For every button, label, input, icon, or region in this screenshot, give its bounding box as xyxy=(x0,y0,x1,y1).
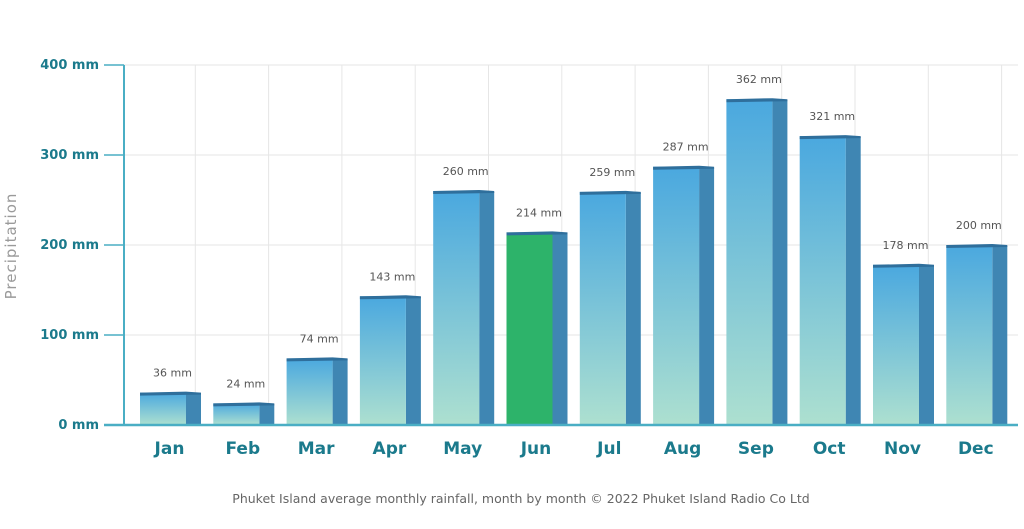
bar-top-cap xyxy=(873,263,934,268)
bar-side-face xyxy=(992,245,1008,425)
x-tick-oct: Oct xyxy=(813,439,846,459)
bars xyxy=(140,98,1008,425)
y-tick-label: 200 mm xyxy=(40,238,99,253)
bar-top-cap xyxy=(726,98,788,103)
y-tick-label: 400 mm xyxy=(40,58,99,73)
bar-front-face xyxy=(359,296,406,425)
x-tick-jun: Jun xyxy=(520,439,552,459)
x-tick-nov: Nov xyxy=(884,439,921,459)
data-label-nov: 178 mm xyxy=(883,239,929,252)
bar-side-face xyxy=(919,264,934,425)
data-label-jan: 36 mm xyxy=(153,367,192,380)
bar-side-face xyxy=(699,166,715,425)
bar-top-cap xyxy=(653,165,715,170)
bar-front-face xyxy=(433,191,480,425)
bar-side-face xyxy=(186,392,201,425)
bar-side-face xyxy=(772,99,788,425)
bar-top-cap xyxy=(506,231,568,236)
bar-jun xyxy=(506,231,568,425)
data-label-oct: 321 mm xyxy=(809,110,855,123)
data-label-jul: 259 mm xyxy=(589,166,635,179)
y-tick-label: 0 mm xyxy=(58,418,99,433)
x-tick-labels: Jan Feb Mar Apr May Jun Jul Aug Sep Oct Nov Dec xyxy=(154,439,994,459)
bar-nov xyxy=(873,263,934,425)
bar-dec xyxy=(946,244,1008,425)
bar-front-face xyxy=(140,392,186,425)
bar-front-face xyxy=(946,245,993,425)
bar-sep xyxy=(726,98,788,425)
x-tick-may: May xyxy=(443,439,482,459)
x-tick-aug: Aug xyxy=(664,439,701,459)
bar-aug xyxy=(653,165,715,425)
x-tick-jul: Jul xyxy=(596,439,621,459)
bar-side-face xyxy=(845,136,861,425)
bar-side-face xyxy=(625,191,641,425)
bar-top-cap xyxy=(433,190,495,194)
axes xyxy=(104,64,1018,427)
x-tick-mar: Mar xyxy=(298,439,335,459)
bar-front-face xyxy=(726,99,773,425)
x-tick-dec: Dec xyxy=(958,439,994,459)
data-label-may: 260 mm xyxy=(443,165,489,178)
bar-side-face xyxy=(479,191,495,425)
bar-top-cap xyxy=(213,402,275,407)
data-label-jun: 214 mm xyxy=(516,206,562,219)
bar-may xyxy=(433,190,495,425)
data-labels: 36 mm 24 mm 74 mm 143 mm 260 mm 214 mm 259 mm 2… xyxy=(153,73,1002,390)
bar-top-cap xyxy=(579,190,641,195)
bar-apr xyxy=(359,295,421,425)
bar-front-face xyxy=(653,166,700,425)
x-tick-jan: Jan xyxy=(154,439,185,459)
data-label-aug: 287 mm xyxy=(663,141,709,154)
bar-mar xyxy=(286,357,348,425)
bar-jul xyxy=(579,190,641,425)
bar-oct xyxy=(799,135,861,425)
bar-top-cap xyxy=(140,391,201,396)
data-label-sep: 362 mm xyxy=(736,73,782,86)
bar-front-face xyxy=(799,136,846,425)
bar-front-face xyxy=(286,358,333,425)
y-tick-label: 100 mm xyxy=(40,328,99,343)
y-tick-labels: 0 mm 100 mm 200 mm 300 mm 400 mm xyxy=(40,58,99,433)
y-tick-label: 300 mm xyxy=(40,148,99,163)
data-label-dec: 200 mm xyxy=(956,219,1002,232)
bar-top-cap xyxy=(286,357,348,362)
bar-top-cap xyxy=(799,135,861,140)
bar-side-face xyxy=(259,403,275,425)
data-label-feb: 24 mm xyxy=(226,377,265,390)
y-axis-label: Precipitation xyxy=(2,193,20,300)
bar-front-face xyxy=(579,191,626,425)
bar-jan xyxy=(140,391,201,425)
bar-front-face xyxy=(213,403,260,425)
data-label-apr: 143 mm xyxy=(369,270,415,283)
x-tick-feb: Feb xyxy=(225,439,260,459)
bar-top-cap xyxy=(359,295,421,300)
bar-top-cap xyxy=(946,244,1008,248)
bar-feb xyxy=(213,402,275,425)
x-tick-sep: Sep xyxy=(738,439,774,459)
bar-side-face xyxy=(552,232,568,425)
bar-front-face xyxy=(873,264,919,425)
data-label-mar: 74 mm xyxy=(300,332,339,345)
x-tick-apr: Apr xyxy=(373,439,407,459)
chart-caption: Phuket Island average monthly rainfall, … xyxy=(232,491,809,506)
bar-side-face xyxy=(405,296,421,425)
bar-side-face xyxy=(332,358,348,425)
bar-front-face xyxy=(506,232,553,425)
